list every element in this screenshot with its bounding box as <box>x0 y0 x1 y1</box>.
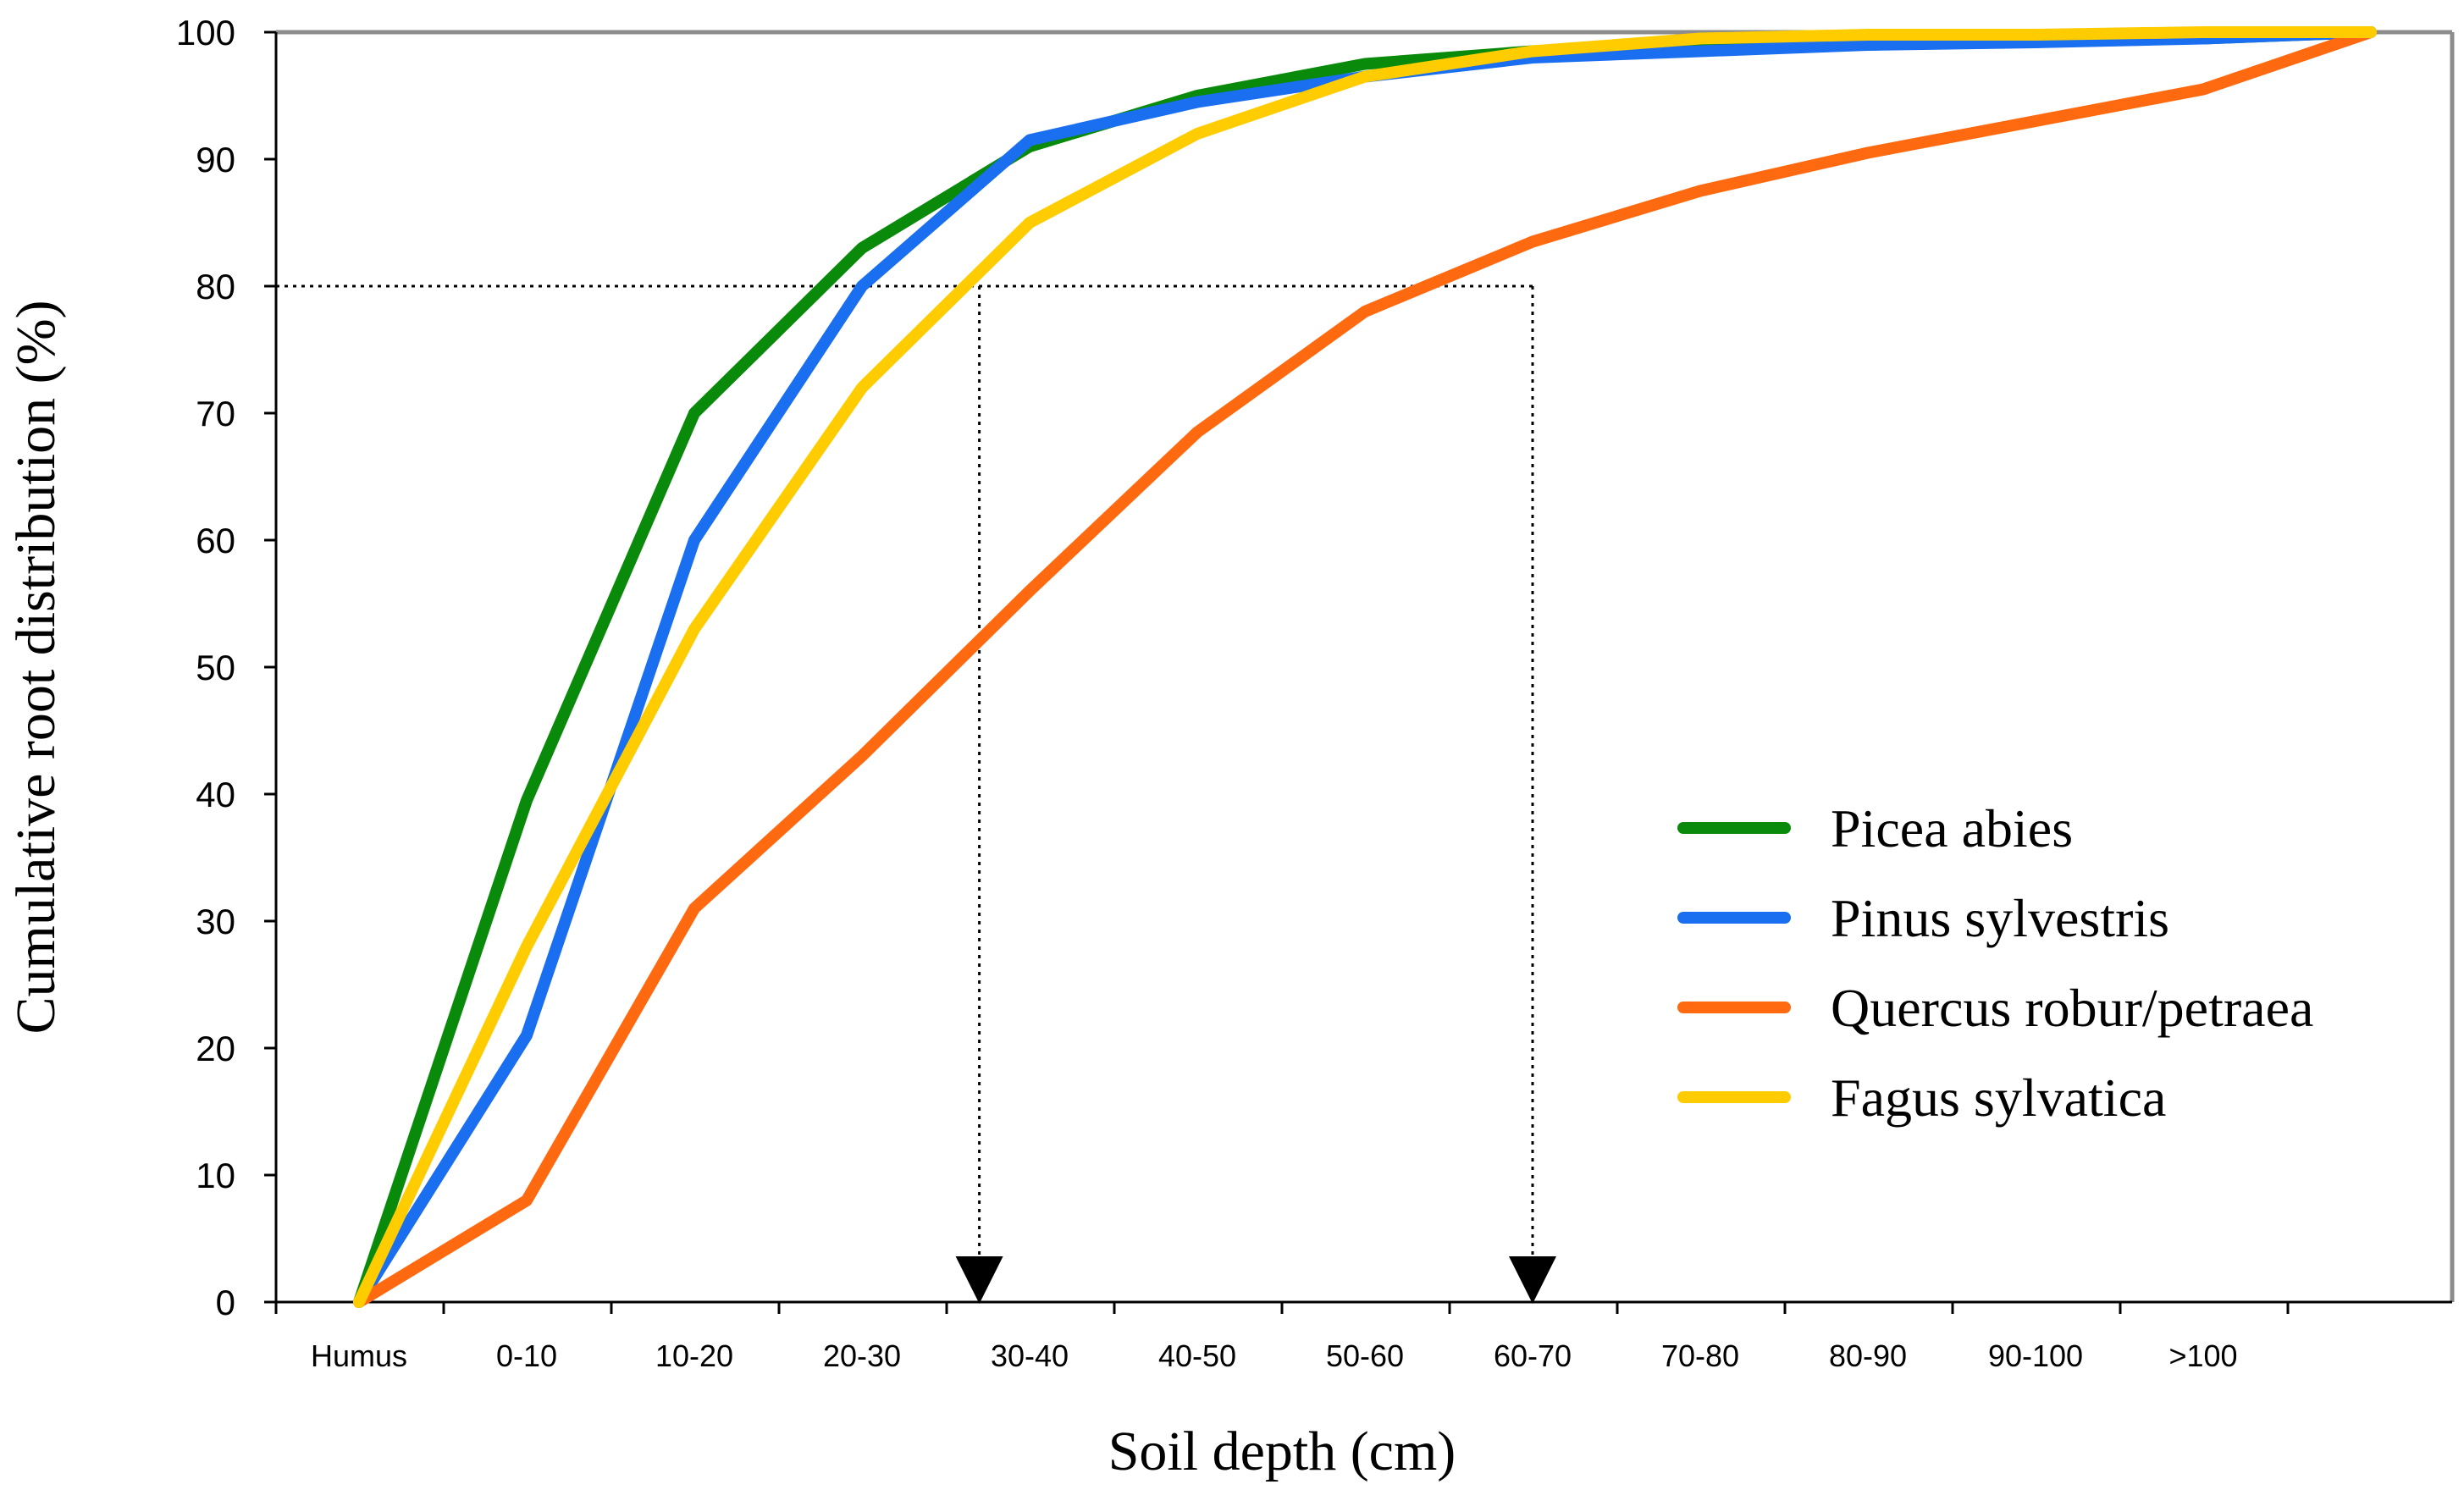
x-tick-label: 70-80 <box>1661 1338 1739 1373</box>
y-tick-label: 100 <box>176 13 235 52</box>
y-tick-label: 20 <box>196 1029 235 1068</box>
x-tick-label: Humus <box>311 1338 407 1373</box>
ref-arrowhead-2 <box>1509 1256 1556 1304</box>
x-axis: Humus 0-10 10-20 20-30 30-40 40-50 50-60 60-70 7… <box>274 1300 2452 1373</box>
legend-label: Quercus robur/petraea <box>1831 978 2313 1038</box>
y-tick-label: 70 <box>196 394 235 433</box>
y-tick-label: 90 <box>196 140 235 179</box>
x-tick-label: 90-100 <box>1988 1338 2083 1373</box>
legend-label: Pinus sylvestris <box>1831 888 2169 948</box>
y-tick-label: 40 <box>196 775 235 814</box>
y-tick-label: 0 <box>216 1283 235 1322</box>
legend: Picea abies Pinus sylvestris Quercus robur… <box>1677 798 2313 1128</box>
x-tick-label: 60-70 <box>1494 1338 1572 1373</box>
x-tick-label: 50-60 <box>1326 1338 1404 1373</box>
y-axis-title: Cumulative root distribution (%) <box>5 300 67 1034</box>
x-axis-title: Soil depth (cm) <box>1108 1421 1456 1482</box>
x-tick-label: 10-20 <box>655 1338 733 1373</box>
x-tick-label: 0-10 <box>496 1338 557 1373</box>
y-tick-label: 50 <box>196 648 235 687</box>
x-tick-label: 30-40 <box>991 1338 1069 1373</box>
series-lines <box>353 26 2377 1308</box>
y-tick-label: 10 <box>196 1156 235 1195</box>
y-tick-label: 80 <box>196 267 235 306</box>
series-line-quercus-robur-petraea <box>353 26 2377 1308</box>
legend-label: Picea abies <box>1831 798 2073 858</box>
y-tick-label: 60 <box>196 521 235 560</box>
x-tick-label: >100 <box>2168 1338 2237 1373</box>
legend-label: Fagus sylvatica <box>1831 1068 2166 1128</box>
ref-arrowhead-1 <box>955 1256 1003 1304</box>
reference-lines <box>276 284 1556 1304</box>
series-line-fagus-sylvatica <box>353 26 2377 1308</box>
x-tick-label: 20-30 <box>823 1338 901 1373</box>
x-tick-label: 80-90 <box>1829 1338 1907 1373</box>
x-tick-label: 40-50 <box>1158 1338 1236 1373</box>
y-tick-label: 30 <box>196 902 235 941</box>
y-axis: 0 10 20 30 40 50 60 70 80 90 100 <box>176 13 278 1322</box>
